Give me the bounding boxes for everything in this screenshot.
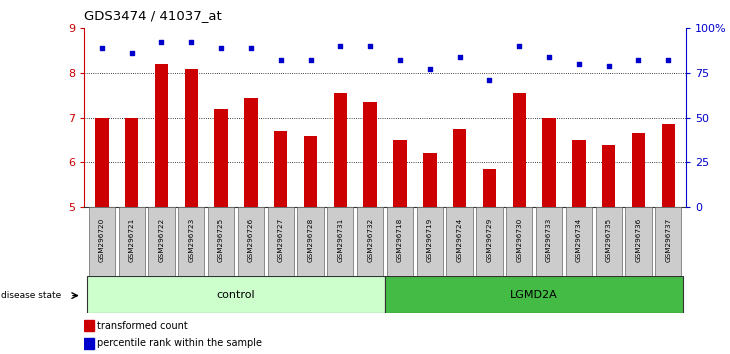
- FancyBboxPatch shape: [357, 207, 383, 276]
- FancyBboxPatch shape: [87, 276, 385, 313]
- Point: [424, 66, 436, 72]
- FancyBboxPatch shape: [268, 207, 294, 276]
- Text: GSM296721: GSM296721: [128, 218, 134, 262]
- Bar: [602, 144, 615, 207]
- FancyBboxPatch shape: [387, 207, 413, 276]
- Point: [215, 46, 227, 51]
- FancyBboxPatch shape: [476, 207, 502, 276]
- Point: [275, 57, 287, 62]
- FancyBboxPatch shape: [89, 207, 115, 276]
- Text: GSM296725: GSM296725: [218, 218, 224, 262]
- Text: GSM296730: GSM296730: [516, 218, 522, 262]
- Point: [483, 77, 495, 82]
- FancyBboxPatch shape: [178, 207, 204, 276]
- FancyBboxPatch shape: [506, 207, 532, 276]
- Bar: [245, 98, 258, 207]
- Bar: [483, 169, 496, 207]
- Text: GSM296723: GSM296723: [188, 218, 194, 262]
- Text: GSM296735: GSM296735: [606, 218, 612, 262]
- Point: [245, 46, 257, 51]
- Point: [633, 57, 645, 62]
- Text: GDS3474 / 41037_at: GDS3474 / 41037_at: [84, 9, 222, 22]
- Text: percentile rank within the sample: percentile rank within the sample: [97, 338, 262, 348]
- Point: [96, 46, 108, 51]
- Point: [155, 39, 167, 45]
- Text: GSM296732: GSM296732: [367, 218, 373, 262]
- Text: GSM296737: GSM296737: [665, 218, 672, 262]
- FancyBboxPatch shape: [327, 207, 353, 276]
- Bar: [125, 118, 139, 207]
- Text: disease state: disease state: [1, 291, 62, 300]
- Text: GSM296731: GSM296731: [337, 218, 343, 262]
- Bar: [512, 93, 526, 207]
- FancyBboxPatch shape: [385, 276, 683, 313]
- FancyBboxPatch shape: [148, 207, 174, 276]
- Point: [662, 57, 674, 62]
- FancyBboxPatch shape: [417, 207, 443, 276]
- Text: GSM296724: GSM296724: [456, 218, 463, 262]
- Text: GSM296726: GSM296726: [248, 218, 254, 262]
- Point: [126, 50, 137, 56]
- Point: [603, 63, 615, 69]
- Text: GSM296728: GSM296728: [307, 218, 314, 262]
- FancyBboxPatch shape: [656, 207, 681, 276]
- Bar: [155, 64, 168, 207]
- Bar: [304, 136, 318, 207]
- Bar: [334, 93, 347, 207]
- Bar: [661, 124, 675, 207]
- Text: transformed count: transformed count: [97, 321, 188, 331]
- Text: control: control: [217, 290, 256, 300]
- Bar: [84, 338, 93, 349]
- Point: [543, 55, 555, 60]
- Text: GSM296734: GSM296734: [576, 218, 582, 262]
- Bar: [185, 69, 198, 207]
- Text: GSM296733: GSM296733: [546, 218, 552, 262]
- FancyBboxPatch shape: [536, 207, 562, 276]
- Bar: [393, 140, 407, 207]
- Text: GSM296736: GSM296736: [636, 218, 642, 262]
- Text: GSM296729: GSM296729: [486, 218, 493, 262]
- Point: [364, 44, 376, 49]
- Bar: [84, 320, 93, 331]
- FancyBboxPatch shape: [208, 207, 234, 276]
- Point: [513, 44, 525, 49]
- FancyBboxPatch shape: [238, 207, 264, 276]
- Bar: [542, 118, 556, 207]
- Bar: [215, 109, 228, 207]
- Point: [394, 57, 406, 62]
- Text: GSM296718: GSM296718: [397, 218, 403, 262]
- Text: LGMD2A: LGMD2A: [510, 290, 558, 300]
- FancyBboxPatch shape: [626, 207, 652, 276]
- Point: [454, 55, 466, 60]
- Point: [334, 44, 346, 49]
- FancyBboxPatch shape: [297, 207, 323, 276]
- Bar: [95, 118, 109, 207]
- Bar: [364, 102, 377, 207]
- Bar: [572, 140, 585, 207]
- Text: GSM296722: GSM296722: [158, 218, 164, 262]
- FancyBboxPatch shape: [596, 207, 622, 276]
- FancyBboxPatch shape: [118, 207, 145, 276]
- Bar: [274, 131, 288, 207]
- Text: GSM296719: GSM296719: [427, 218, 433, 262]
- Point: [185, 39, 197, 45]
- Text: GSM296720: GSM296720: [99, 218, 105, 262]
- Text: GSM296727: GSM296727: [277, 218, 284, 262]
- Point: [304, 57, 316, 62]
- FancyBboxPatch shape: [566, 207, 592, 276]
- Point: [573, 61, 585, 67]
- Bar: [453, 129, 466, 207]
- Bar: [631, 133, 645, 207]
- Bar: [423, 154, 437, 207]
- FancyBboxPatch shape: [447, 207, 473, 276]
